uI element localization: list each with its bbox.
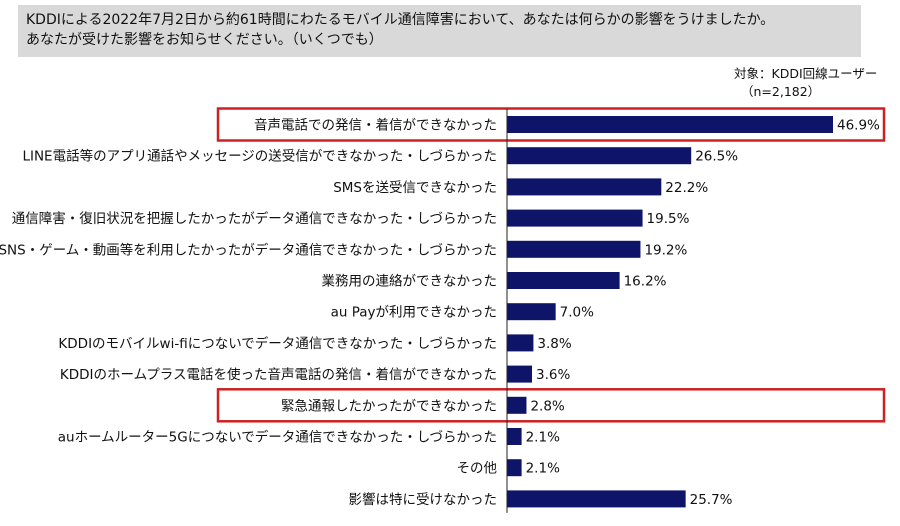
question-line-2: あなたが受けた影響をお知らせください。（いくつでも） <box>26 32 383 48</box>
value-label: 46.9% <box>837 118 880 134</box>
value-label: 19.5% <box>647 211 690 227</box>
bar <box>507 209 643 227</box>
value-label: 2.8% <box>530 398 564 414</box>
highlight-box <box>216 107 886 142</box>
bar <box>507 303 556 321</box>
category-label: SNS・ゲーム・動画等を利用したかったがデータ通信できなかった・しづらかった <box>0 241 497 258</box>
question-line-1: KDDIによる2022年7月2日から約61時間にわたるモバイル通信障害において、… <box>26 12 775 28</box>
category-label: その他 <box>457 461 498 477</box>
category-label: au Payが利用できなかった <box>331 305 497 321</box>
sample-size-note: （n=2,182） <box>741 84 821 99</box>
category-label: SMSを送受信できなかった <box>333 180 497 196</box>
question-box: KDDIによる2022年7月2日から約61時間にわたるモバイル通信障害において、… <box>18 5 861 57</box>
bar <box>507 334 534 352</box>
category-label: 緊急通報したかったができなかった <box>281 398 497 414</box>
bar <box>507 365 533 383</box>
value-label: 7.0% <box>560 305 594 321</box>
category-label: 影響は特に受けなかった <box>349 491 498 508</box>
bar <box>507 490 686 508</box>
category-label: 通信障害・復旧状況を把握したかったがデータ通信できなかった・しづらかった <box>12 210 497 227</box>
value-label: 22.2% <box>665 180 708 196</box>
category-label: 業務用の連絡ができなかった <box>322 274 498 290</box>
value-label: 16.2% <box>624 274 667 290</box>
bar <box>507 240 641 258</box>
target-note: 対象：KDDI回線ユーザー <box>734 66 878 81</box>
value-label: 19.2% <box>644 242 687 258</box>
value-label: 25.7% <box>690 492 733 508</box>
bar <box>507 459 522 477</box>
bar <box>507 178 662 196</box>
bar <box>507 428 522 445</box>
bar <box>507 396 527 414</box>
category-label: 音声電話での発信・着信ができなかった <box>254 117 497 134</box>
value-label: 3.6% <box>536 367 570 383</box>
category-label: LINE電話等のアプリ通話やメッセージの送受信ができなかった・しづらかった <box>22 148 497 165</box>
value-label: 2.1% <box>526 461 560 477</box>
bar <box>507 147 692 165</box>
bar <box>507 272 620 289</box>
category-label: KDDIのホームプラス電話を使った音声電話の発信・着信ができなかった <box>60 366 497 383</box>
value-label: 2.1% <box>526 430 560 446</box>
category-label: KDDIのモバイルwi-fiにつないでデータ通信できなかった・しづらかった <box>58 335 497 352</box>
bar <box>507 116 833 133</box>
value-label: 26.5% <box>695 149 738 165</box>
category-label: auホームルーター5Gにつないでデータ通信できなかった・しづらかった <box>58 429 497 446</box>
value-label: 3.8% <box>537 336 571 352</box>
highlight-box <box>216 388 886 423</box>
